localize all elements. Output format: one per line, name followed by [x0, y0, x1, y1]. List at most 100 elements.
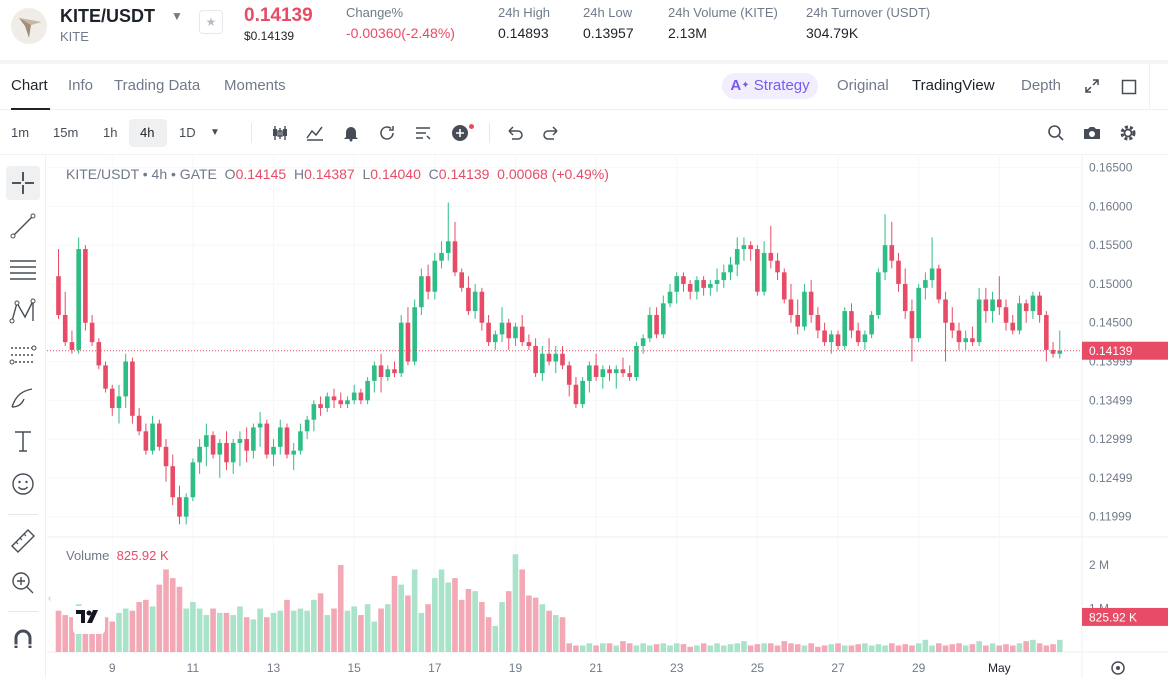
candle-body	[647, 314, 653, 339]
candle-body	[990, 299, 995, 312]
volume-bar	[176, 586, 183, 652]
volume-bar	[640, 643, 646, 652]
volume-bar	[479, 602, 485, 652]
kite-logo	[11, 8, 47, 44]
timeframe-1m[interactable]: 1m	[11, 125, 30, 140]
emoji-tool[interactable]	[6, 467, 40, 501]
fib-tool[interactable]	[6, 338, 40, 372]
replay-icon[interactable]	[377, 123, 397, 143]
time-axis-label: 9	[109, 661, 116, 675]
candle-body	[183, 497, 189, 517]
pair-symbol[interactable]: KITE/USDT	[60, 6, 156, 26]
volume-bar	[418, 612, 425, 652]
candle-body	[708, 283, 713, 288]
timeframe-15m[interactable]: 15m	[53, 125, 79, 140]
candle-body	[587, 365, 592, 381]
volume-bar	[781, 641, 788, 652]
candle-body	[419, 276, 424, 308]
timeframe-4h[interactable]: 4h	[140, 125, 155, 140]
indicators-icon[interactable]	[305, 123, 325, 143]
settings-gear-icon[interactable]	[1118, 123, 1138, 143]
tool-divider	[8, 611, 38, 612]
candle-body	[439, 252, 444, 261]
volume-bar	[1043, 645, 1050, 652]
horizontal-lines-tool[interactable]	[6, 252, 40, 286]
search-icon[interactable]	[1046, 123, 1066, 143]
volume-bar	[909, 645, 915, 652]
volume-bar	[888, 643, 895, 652]
redo-icon[interactable]	[541, 123, 561, 143]
window-icon[interactable]	[1121, 79, 1137, 95]
price-axis-label: 0.16000	[1089, 199, 1133, 213]
tab-chart[interactable]: Chart	[11, 77, 48, 94]
text-tool[interactable]	[6, 424, 40, 458]
candle-body	[687, 283, 693, 292]
timeframe-1d[interactable]: 1D	[179, 125, 196, 140]
volume-bar	[432, 578, 438, 652]
volume-bar	[264, 617, 270, 652]
magnet-tool[interactable]	[6, 622, 40, 656]
volume-bar	[190, 602, 196, 652]
volume-bar	[304, 610, 310, 652]
timeframe-1h[interactable]: 1h	[103, 125, 118, 140]
candle-body	[963, 338, 968, 343]
volume-bar	[989, 643, 996, 652]
candle-body	[869, 314, 874, 335]
volume-bar	[620, 641, 626, 652]
volume-bar	[768, 643, 774, 652]
candle-body	[284, 427, 290, 455]
tab-depth[interactable]: Depth	[1021, 77, 1062, 94]
volume-bar	[55, 610, 62, 652]
volume-bar	[143, 599, 149, 652]
pair-dropdown-icon[interactable]: ▼	[171, 9, 183, 23]
ruler-tool[interactable]	[6, 524, 40, 558]
candle-body	[1017, 303, 1022, 331]
templates-icon[interactable]	[413, 123, 433, 143]
candle-body	[560, 353, 565, 366]
crosshair-tool[interactable]	[6, 166, 40, 200]
pattern-tool[interactable]	[6, 295, 40, 329]
candle-body	[257, 423, 263, 428]
candle-body	[916, 287, 921, 339]
alert-icon[interactable]	[341, 123, 361, 143]
candle-body	[493, 334, 498, 343]
volume-bar	[371, 621, 378, 652]
camera-icon[interactable]	[1082, 123, 1102, 143]
volume-bar	[882, 645, 888, 652]
legend-low: 0.14040	[370, 166, 421, 182]
legend-change: 0.00068 (+0.49%)	[497, 166, 609, 182]
volume-bar	[149, 606, 156, 652]
favorite-star-icon[interactable]: ★	[199, 10, 223, 34]
candle-body	[997, 299, 1002, 308]
candles-icon[interactable]	[270, 123, 290, 143]
volume-bar	[297, 608, 304, 652]
volume-bar	[673, 643, 680, 652]
volume-bar	[694, 645, 700, 652]
price-axis-label: 0.15500	[1089, 238, 1133, 252]
expand-icon[interactable]	[1084, 78, 1100, 94]
tab-original[interactable]: Original	[837, 77, 889, 94]
tab-moments[interactable]: Moments	[224, 77, 286, 94]
zoom-tool[interactable]	[6, 566, 40, 600]
low-label: 24h Low	[583, 5, 633, 20]
volume-value: 2.13M	[668, 25, 707, 41]
candle-body	[714, 280, 720, 284]
add-indicator-icon[interactable]	[450, 123, 470, 143]
trend-line-tool[interactable]	[6, 209, 40, 243]
tab-trading-data[interactable]: Trading Data	[114, 77, 201, 94]
brush-tool[interactable]	[6, 381, 40, 415]
timeframe-dropdown-icon[interactable]: ▼	[210, 127, 220, 138]
candle-body	[701, 280, 706, 288]
price-axis-label: 0.13499	[1089, 393, 1133, 407]
volume-bar	[895, 645, 902, 652]
collapse-toolbar-icon[interactable]: ‹	[48, 593, 52, 604]
undo-icon[interactable]	[505, 123, 525, 143]
volume-bar	[257, 608, 263, 652]
candle-body	[210, 435, 216, 455]
time-axis-label: 19	[509, 661, 523, 675]
tab-tradingview[interactable]: TradingView	[912, 77, 995, 94]
tab-info[interactable]: Info	[68, 77, 94, 94]
price-chart[interactable]: 0.165000.160000.155000.150000.145000.139…	[47, 156, 1168, 678]
volume-bar	[344, 610, 351, 652]
strategy-button[interactable]: A✦ Strategy	[722, 73, 818, 99]
